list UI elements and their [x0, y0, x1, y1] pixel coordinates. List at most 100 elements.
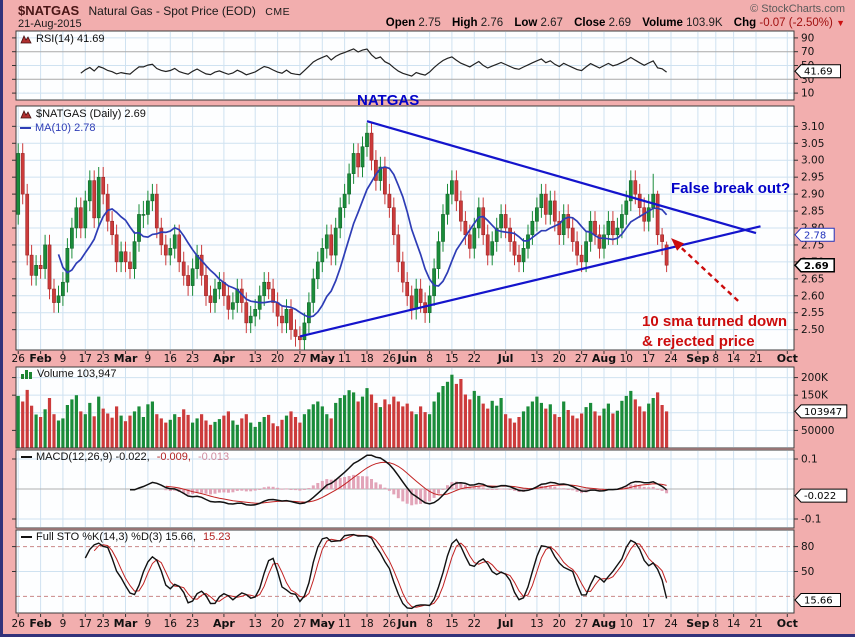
low-label: Low — [514, 17, 538, 29]
ma-line-swatch — [20, 127, 31, 129]
svg-text:8: 8 — [426, 353, 433, 365]
exchange-label: CME — [265, 6, 291, 18]
macd-line-swatch — [21, 456, 32, 458]
svg-text:24: 24 — [664, 618, 678, 630]
svg-text:2.85: 2.85 — [801, 206, 824, 218]
annotation-sma-line2: & rejected price — [642, 333, 755, 350]
open-label: Open — [385, 17, 416, 29]
quote-row: Open 2.75 High 2.76 Low 2.67 Close 2.69 … — [378, 17, 845, 29]
svg-text:Jun: Jun — [396, 352, 417, 365]
svg-text:17: 17 — [79, 353, 92, 365]
svg-text:Mar: Mar — [114, 617, 138, 630]
svg-text:Sep: Sep — [686, 352, 709, 365]
chg-value: -0.07 (-2.50%) — [759, 17, 833, 29]
svg-text:18: 18 — [360, 618, 373, 630]
svg-text:3.00: 3.00 — [801, 155, 824, 167]
svg-text:Jun: Jun — [396, 617, 417, 630]
svg-text:8: 8 — [712, 618, 719, 630]
chart-title: Natural Gas - Spot Price (EOD) — [88, 4, 256, 18]
low-value: 2.67 — [540, 17, 563, 29]
svg-text:21: 21 — [749, 618, 762, 630]
svg-text:13: 13 — [249, 618, 262, 630]
ma-legend-text: MA(10) 2.78 — [35, 122, 96, 134]
rsi-legend: RSI(14) 41.69 — [20, 33, 104, 45]
svg-text:200K: 200K — [801, 372, 829, 384]
svg-text:2.50: 2.50 — [801, 324, 824, 336]
svg-text:14: 14 — [727, 618, 741, 630]
svg-text:18: 18 — [360, 353, 373, 365]
sto-d-value: 15.23 — [202, 531, 231, 543]
svg-text:27: 27 — [575, 353, 588, 365]
annotation-false-breakout: False break out? — [671, 180, 791, 197]
svg-text:16: 16 — [164, 618, 178, 630]
svg-text:14: 14 — [727, 353, 741, 365]
sto-line-swatch — [21, 536, 32, 538]
svg-text:22: 22 — [468, 353, 481, 365]
svg-text:Apr: Apr — [213, 617, 235, 630]
svg-text:8: 8 — [426, 618, 433, 630]
svg-text:16: 16 — [164, 353, 178, 365]
svg-text:Apr: Apr — [213, 352, 235, 365]
svg-text:11: 11 — [338, 353, 351, 365]
macd-signal-value: -0.009, — [156, 451, 191, 463]
annotation-natgas: NATGAS — [357, 92, 420, 109]
svg-text:Jul: Jul — [497, 352, 514, 365]
annotation-sma-line1: 10 sma turned down — [642, 313, 788, 330]
svg-text:2.75: 2.75 — [801, 239, 824, 251]
svg-text:-0.1: -0.1 — [801, 514, 822, 526]
price-legend: $NATGAS (Daily) 2.69 — [20, 108, 146, 120]
svg-text:24: 24 — [664, 353, 678, 365]
open-value: 2.75 — [418, 17, 441, 29]
svg-text:2.69: 2.69 — [804, 261, 829, 272]
svg-text:2.55: 2.55 — [801, 307, 824, 319]
copyright: © StockCharts.com — [750, 3, 845, 15]
high-label: High — [451, 17, 478, 29]
svg-text:2.90: 2.90 — [801, 189, 824, 201]
svg-text:103947: 103947 — [804, 407, 842, 418]
down-triangle-icon: ▼ — [836, 18, 845, 28]
rsi-legend-text: RSI(14) 41.69 — [36, 33, 105, 45]
svg-text:70: 70 — [801, 46, 814, 58]
svg-text:50000: 50000 — [801, 425, 834, 437]
svg-text:Sep: Sep — [686, 617, 709, 630]
svg-text:9: 9 — [145, 353, 152, 365]
svg-text:15: 15 — [445, 353, 458, 365]
volume-value: 103.9K — [686, 17, 723, 29]
chart-border-bottom — [0, 634, 855, 637]
svg-text:Feb: Feb — [29, 352, 52, 365]
svg-text:23: 23 — [186, 353, 199, 365]
svg-text:26: 26 — [12, 618, 26, 630]
svg-text:8: 8 — [712, 353, 719, 365]
sto-legend-name: Full STO %K(14,3) %D(3) 15.66, — [36, 531, 196, 543]
svg-text:13: 13 — [530, 618, 543, 630]
svg-text:26: 26 — [383, 618, 397, 630]
svg-text:Jul: Jul — [497, 617, 514, 630]
svg-text:90: 90 — [801, 32, 814, 44]
svg-text:9: 9 — [60, 353, 67, 365]
svg-text:17: 17 — [79, 618, 92, 630]
svg-text:11: 11 — [338, 618, 351, 630]
svg-text:2.95: 2.95 — [801, 172, 824, 184]
svg-text:-0.022: -0.022 — [804, 491, 836, 502]
chart-date: 21-Aug-2015 — [18, 18, 82, 30]
svg-text:23: 23 — [97, 353, 110, 365]
svg-text:Feb: Feb — [29, 617, 52, 630]
high-value: 2.76 — [480, 17, 504, 29]
macd-hist-value: -0.013 — [197, 451, 230, 463]
svg-text:Oct: Oct — [777, 352, 798, 365]
svg-text:Oct: Oct — [777, 617, 798, 630]
svg-text:20: 20 — [553, 618, 566, 630]
chart-border-left — [0, 0, 3, 637]
svg-text:80: 80 — [801, 541, 814, 553]
svg-text:3.05: 3.05 — [801, 138, 824, 150]
svg-text:20: 20 — [271, 618, 284, 630]
chart-header: $NATGAS Natural Gas - Spot Price (EOD) C… — [18, 3, 290, 18]
svg-text:Aug: Aug — [592, 617, 616, 630]
svg-text:2.65: 2.65 — [801, 273, 824, 285]
volume-legend-text: Volume 103,947 — [37, 368, 117, 380]
svg-text:2.78: 2.78 — [804, 230, 826, 241]
sto-legend: Full STO %K(14,3) %D(3) 15.66, 15.23 — [21, 531, 231, 543]
svg-text:20: 20 — [271, 353, 284, 365]
